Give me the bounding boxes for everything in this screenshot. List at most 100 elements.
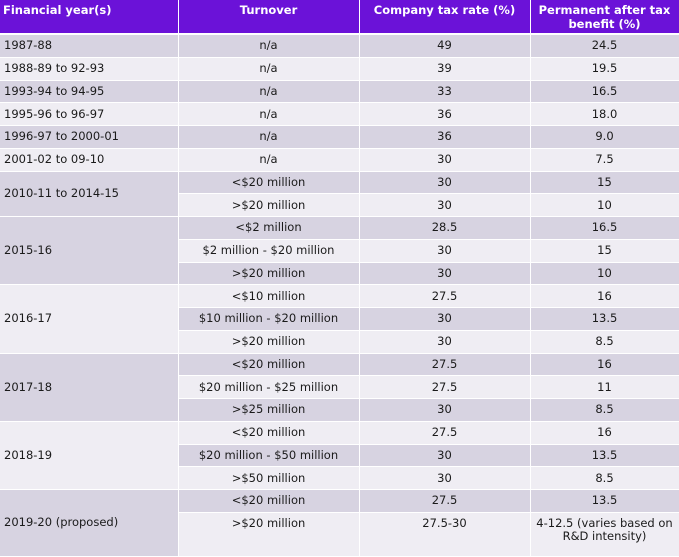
cell-rate: 30 (359, 307, 531, 331)
cell-turnover: >$20 million (178, 262, 360, 286)
cell-benefit: 18.0 (530, 102, 679, 126)
cell-turnover: >$20 million (178, 330, 360, 354)
cell-financial-year: 1995-96 to 96-97 (0, 102, 179, 126)
cell-benefit: 4-12.5 (varies based on R&D intensity) (530, 512, 679, 557)
table-row: 2019-20 (proposed) <$20 million 27.5 13.5 (0, 489, 679, 557)
cell-turnover: n/a (178, 148, 360, 172)
cell-rate: 30 (359, 148, 531, 172)
cell-rate: 27.5-30 (359, 512, 531, 557)
cell-rate: 27.5 (359, 284, 531, 308)
cell-turnover: n/a (178, 80, 360, 104)
table-row: >$25 million 30 8.5 (0, 398, 679, 422)
table-row: 2010-11 to 2014-15 <$20 million 30 15 (0, 171, 679, 217)
cell-rate: 49 (359, 34, 531, 58)
table-row: $2 million - $20 million 30 15 (0, 239, 679, 263)
table-row: 2018-19 <$20 million 27.5 16 (0, 421, 679, 491)
header-turnover: Turnover (178, 0, 360, 35)
cell-turnover: $20 million - $25 million (178, 375, 360, 399)
cell-turnover: n/a (178, 34, 360, 58)
header-row: Financial year(s) Turnover Company tax r… (0, 0, 679, 35)
cell-benefit: 9.0 (530, 125, 679, 149)
cell-rate: 30 (359, 171, 531, 195)
cell-rate: 36 (359, 102, 531, 126)
cell-financial-year: 2017-18 (0, 353, 179, 422)
cell-benefit: 16.5 (530, 216, 679, 240)
table-row: 2001-02 to 09-10 n/a 30 7.5 (0, 148, 679, 172)
cell-turnover: >$25 million (178, 398, 360, 422)
table-row: $10 million - $20 million 30 13.5 (0, 307, 679, 331)
cell-financial-year: 2019-20 (proposed) (0, 489, 179, 557)
cell-benefit: 15 (530, 239, 679, 263)
cell-rate: 33 (359, 80, 531, 104)
cell-financial-year: 2018-19 (0, 421, 179, 491)
cell-turnover: >$20 million (178, 193, 360, 217)
cell-rate: 27.5 (359, 489, 531, 513)
cell-financial-year: 1988-89 to 92-93 (0, 57, 179, 81)
cell-benefit: 16 (530, 284, 679, 308)
cell-benefit: 8.5 (530, 330, 679, 354)
cell-benefit: 13.5 (530, 489, 679, 513)
cell-financial-year: 1987-88 (0, 34, 179, 58)
table-row: >$50 million 30 8.5 (0, 466, 679, 490)
cell-turnover: <$20 million (178, 489, 360, 513)
cell-turnover: n/a (178, 57, 360, 81)
cell-turnover: >$50 million (178, 466, 360, 490)
cell-benefit: 10 (530, 193, 679, 217)
cell-turnover: <$2 million (178, 216, 360, 240)
cell-benefit: 16 (530, 353, 679, 377)
table-row: >$20 million 30 10 (0, 262, 679, 286)
cell-rate: 27.5 (359, 375, 531, 399)
table-row: 1987-88 n/a 49 24.5 (0, 34, 679, 58)
cell-rate: 30 (359, 193, 531, 217)
cell-rate: 30 (359, 330, 531, 354)
cell-turnover: <$20 million (178, 171, 360, 195)
cell-financial-year: 2016-17 (0, 284, 179, 354)
cell-benefit: 24.5 (530, 34, 679, 58)
header-after-tax-benefit: Permanent after tax benefit (%) (530, 0, 679, 35)
cell-rate: 30 (359, 239, 531, 263)
table-row: $20 million - $50 million 30 13.5 (0, 444, 679, 468)
cell-rate: 30 (359, 398, 531, 422)
header-tax-rate: Company tax rate (%) (359, 0, 531, 35)
cell-turnover: n/a (178, 102, 360, 126)
cell-rate: 36 (359, 125, 531, 149)
table-body: 1987-88 n/a 49 24.5 1988-89 to 92-93 n/a 39 19.… (0, 34, 679, 557)
cell-benefit: 10 (530, 262, 679, 286)
table-row: 2017-18 <$20 million 27.5 16 (0, 353, 679, 422)
cell-benefit: 7.5 (530, 148, 679, 172)
cell-rate: 28.5 (359, 216, 531, 240)
cell-turnover: <$10 million (178, 284, 360, 308)
cell-turnover: $2 million - $20 million (178, 239, 360, 263)
cell-financial-year: 2010-11 to 2014-15 (0, 171, 179, 217)
cell-rate: 27.5 (359, 421, 531, 445)
cell-financial-year: 1996-97 to 2000-01 (0, 125, 179, 149)
cell-financial-year: 1993-94 to 94-95 (0, 80, 179, 104)
cell-benefit: 13.5 (530, 307, 679, 331)
cell-turnover: >$20 million (178, 512, 360, 557)
table-row: 2016-17 <$10 million 27.5 16 (0, 284, 679, 354)
table-row: >$20 million 30 10 (0, 193, 679, 217)
cell-turnover: $10 million - $20 million (178, 307, 360, 331)
header-financial-year: Financial year(s) (0, 0, 179, 35)
cell-benefit: 11 (530, 375, 679, 399)
cell-benefit: 19.5 (530, 57, 679, 81)
table-row: 1988-89 to 92-93 n/a 39 19.5 (0, 57, 679, 81)
cell-turnover: n/a (178, 125, 360, 149)
cell-turnover: <$20 million (178, 421, 360, 445)
cell-benefit: 15 (530, 171, 679, 195)
cell-rate: 30 (359, 466, 531, 490)
cell-benefit: 8.5 (530, 466, 679, 490)
cell-turnover: $20 million - $50 million (178, 444, 360, 468)
cell-benefit: 8.5 (530, 398, 679, 422)
cell-rate: 30 (359, 444, 531, 468)
table-row: >$20 million 30 8.5 (0, 330, 679, 354)
table-row: $20 million - $25 million 27.5 11 (0, 375, 679, 399)
table-row: 1993-94 to 94-95 n/a 33 16.5 (0, 80, 679, 104)
cell-rate: 39 (359, 57, 531, 81)
cell-financial-year: 2015-16 (0, 216, 179, 286)
cell-financial-year: 2001-02 to 09-10 (0, 148, 179, 172)
table-row: 1996-97 to 2000-01 n/a 36 9.0 (0, 125, 679, 149)
cell-benefit: 16.5 (530, 80, 679, 104)
cell-rate: 27.5 (359, 353, 531, 377)
